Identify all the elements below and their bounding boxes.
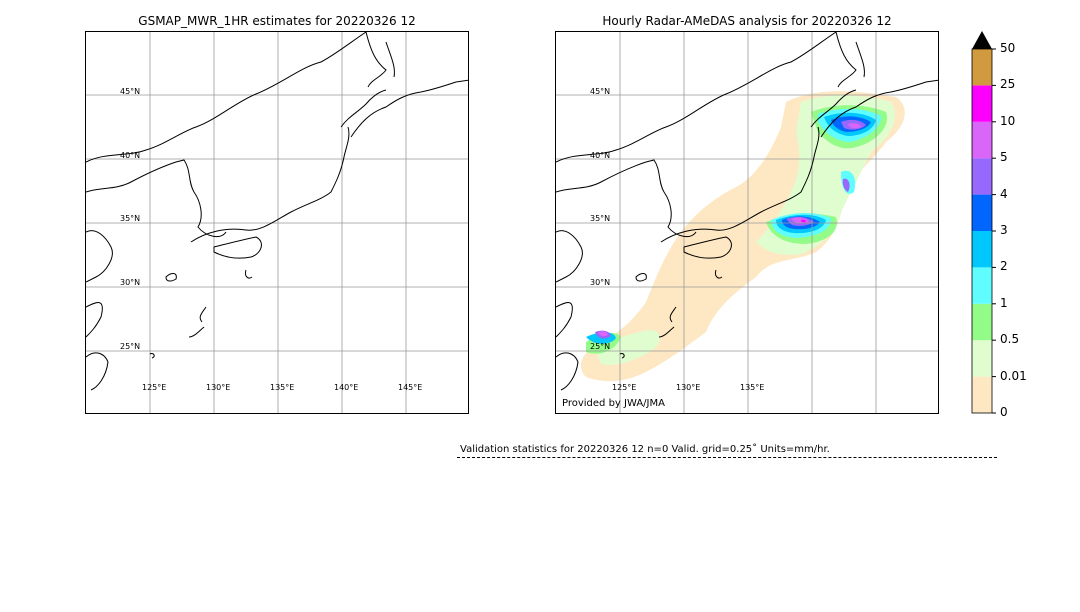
colorbar-tick-label: 0.5 (1000, 332, 1020, 347)
right-lat-label: 35°N (590, 214, 611, 223)
right-lon-label: 130°E (676, 383, 701, 392)
colorbar-tick-label: 25 (1000, 77, 1016, 92)
colorbar-swatch (972, 231, 992, 268)
colorbar-swatch (972, 376, 992, 413)
colorbar-tick-label: 2 (1000, 259, 1008, 274)
colorbar-extend-arrow (972, 31, 992, 49)
colorbar-swatch (972, 194, 992, 231)
right-lat-label: 25°N (590, 342, 611, 351)
colorbar-swatch (972, 49, 992, 86)
colorbar: 0 0.01 0.5 1 2 3 4 5 10 25 50 (970, 29, 1030, 419)
left-lon-label: 130°E (206, 383, 231, 392)
colorbar-tick-label: 0.01 (1000, 368, 1027, 383)
right-map-title: Hourly Radar-AMeDAS analysis for 2022032… (602, 14, 892, 28)
right-map-canvas (556, 32, 938, 413)
left-lat-label: 30°N (120, 278, 141, 287)
left-lat-label: 45°N (120, 87, 141, 96)
colorbar-swatch (972, 158, 992, 195)
validation-statistics: Validation statistics for 20220326 12 n=… (460, 444, 830, 455)
left-map-title: GSMAP_MWR_1HR estimates for 20220326 12 (138, 14, 416, 28)
right-lat-label: 45°N (590, 87, 611, 96)
left-lat-label: 35°N (120, 214, 141, 223)
left-lon-label: 125°E (142, 383, 167, 392)
colorbar-tick-label: 1 (1000, 295, 1008, 310)
colorbar-tick-label: 10 (1000, 113, 1016, 128)
colorbar-swatch (972, 85, 992, 122)
data-credit: Provided by JWA/JMA (562, 398, 665, 409)
right-gridlines (556, 32, 938, 413)
colorbar-tick-label: 50 (1000, 41, 1016, 55)
colorbar-swatch (972, 121, 992, 159)
colorbar-swatches (971, 31, 996, 414)
left-lat-label: 40°N (120, 151, 141, 160)
left-coastlines (86, 32, 468, 391)
right-lat-label: 40°N (590, 151, 611, 160)
precip-field (581, 91, 905, 382)
left-lat-label: 25°N (120, 342, 141, 351)
colorbar-tick-label: 4 (1000, 186, 1008, 201)
left-lon-label: 140°E (334, 383, 359, 392)
right-lon-label: 135°E (740, 383, 765, 392)
left-lon-label: 135°E (270, 383, 295, 392)
colorbar-swatch (972, 267, 992, 304)
left-gridlines (86, 32, 468, 413)
right-map: 45°N 40°N 35°N 30°N 25°N 125°E 130°E 135… (555, 31, 939, 414)
left-map: 45°N 40°N 35°N 30°N 25°N 125°E 130°E 135… (85, 31, 469, 414)
colorbar-tick-label: 5 (1000, 150, 1008, 165)
right-lon-label: 125°E (612, 383, 637, 392)
colorbar-swatch (972, 340, 992, 377)
colorbar-swatch (972, 303, 992, 341)
colorbar-tick-label: 0 (1000, 405, 1008, 419)
validation-underline (457, 457, 997, 458)
left-map-canvas (86, 32, 468, 413)
colorbar-tick-label: 3 (1000, 223, 1008, 237)
left-lon-label: 145°E (398, 383, 423, 392)
right-lat-label: 30°N (590, 278, 611, 287)
right-coastlines (556, 32, 938, 391)
